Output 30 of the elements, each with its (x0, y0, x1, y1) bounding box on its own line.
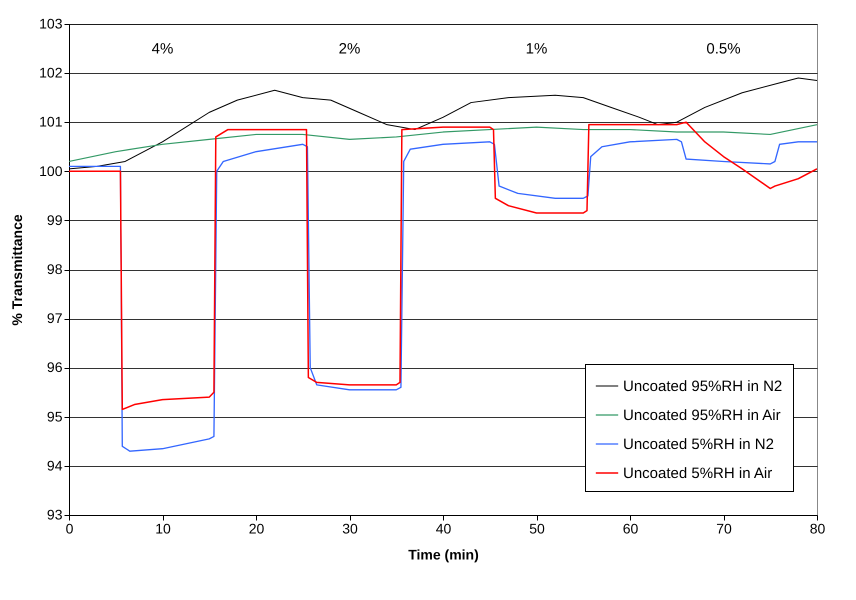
y-axis-title: % Transmittance (9, 214, 26, 326)
y-tick-label: 102 (39, 64, 63, 81)
legend-label: Uncoated 95%RH in N2 (623, 378, 782, 395)
x-tick-label: 50 (529, 520, 545, 536)
x-tick-label: 30 (342, 520, 358, 536)
x-tick-label: 20 (248, 520, 264, 536)
annotation: 0.5% (706, 40, 741, 58)
annotation: 2% (338, 40, 360, 58)
y-tick-label: 95 (46, 408, 63, 424)
y-tick-label: 100 (39, 162, 63, 179)
legend-label: Uncoated 95%RH in Air (623, 407, 781, 424)
x-axis-title: Time (min) (408, 546, 479, 562)
annotation: 1% (526, 40, 548, 58)
x-tick-label: 60 (622, 520, 638, 536)
legend-label: Uncoated 5%RH in Air (623, 465, 772, 482)
x-tick-label: 70 (716, 520, 732, 536)
y-tick-label: 97 (46, 310, 63, 326)
y-tick-label: 93 (46, 506, 63, 522)
y-tick-label: 101 (39, 114, 63, 130)
y-tick-label: 103 (39, 16, 63, 32)
x-tick-label: 10 (155, 520, 171, 536)
legend-label: Uncoated 5%RH in N2 (623, 436, 774, 453)
x-tick-label: 40 (436, 520, 452, 536)
y-tick-label: 96 (46, 359, 63, 376)
x-tick-label: 0 (66, 520, 74, 536)
x-tick-label: 80 (810, 520, 826, 536)
y-tick-label: 98 (46, 261, 63, 277)
y-tick-label: 99 (46, 212, 63, 228)
y-tick-label: 94 (46, 457, 63, 474)
annotation: 4% (152, 40, 174, 58)
